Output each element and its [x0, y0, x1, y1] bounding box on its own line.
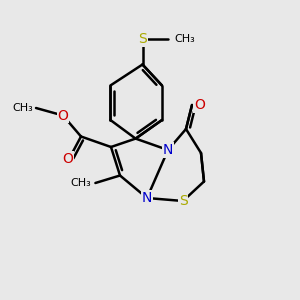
Text: O: O — [58, 109, 68, 122]
Text: N: N — [142, 191, 152, 205]
Text: CH₃: CH₃ — [174, 34, 195, 44]
Text: N: N — [163, 143, 173, 157]
Text: O: O — [62, 152, 73, 166]
Text: S: S — [138, 32, 147, 46]
Text: O: O — [194, 98, 205, 112]
Text: CH₃: CH₃ — [70, 178, 91, 188]
Text: CH₃: CH₃ — [12, 103, 33, 113]
Text: S: S — [178, 194, 188, 208]
